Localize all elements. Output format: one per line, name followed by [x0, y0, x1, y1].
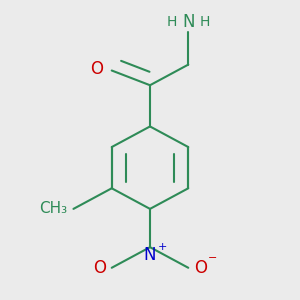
Text: −: − [207, 254, 217, 263]
Text: H: H [167, 15, 177, 29]
Text: O: O [194, 259, 207, 277]
Text: N: N [182, 13, 194, 31]
Text: CH₃: CH₃ [39, 201, 68, 216]
Text: O: O [90, 60, 103, 78]
Text: N: N [144, 246, 156, 264]
Text: +: + [158, 242, 168, 252]
Text: O: O [93, 259, 106, 277]
Text: H: H [199, 15, 210, 29]
